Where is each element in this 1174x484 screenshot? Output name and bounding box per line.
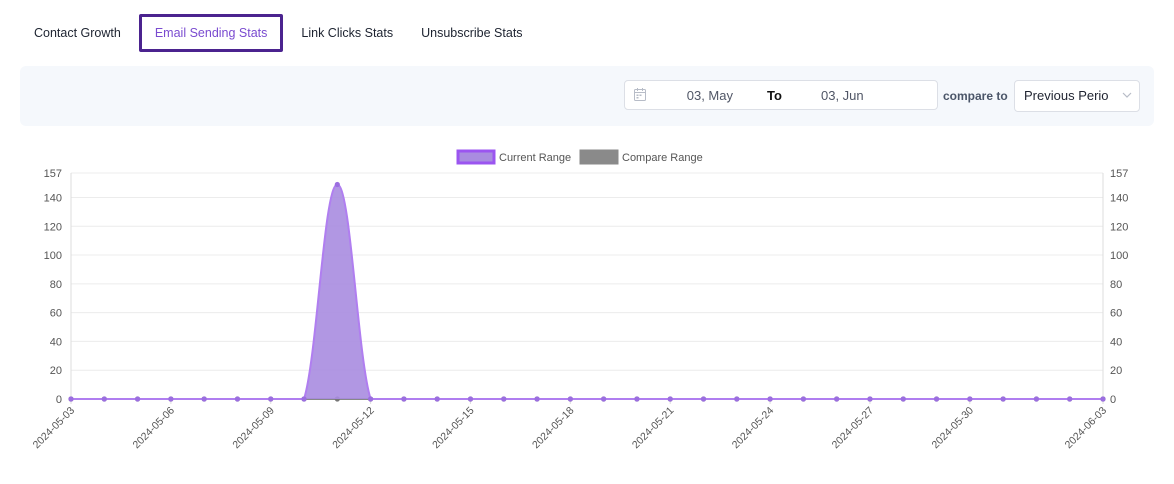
filter-bar: 03, May To 03, Jun compare to Previous P… bbox=[20, 66, 1154, 126]
series-line-current bbox=[71, 183, 1103, 400]
y-tick-label-right: 140 bbox=[1110, 192, 1128, 204]
compare-label: compare to bbox=[943, 89, 1008, 103]
legend-swatch-compare bbox=[579, 149, 619, 165]
data-point-current bbox=[1100, 396, 1106, 402]
data-point-current bbox=[467, 396, 474, 402]
chart-legend: Current Range Compare Range bbox=[456, 149, 703, 165]
tab-contact-growth[interactable]: Contact Growth bbox=[34, 26, 121, 40]
data-point-current bbox=[834, 396, 840, 402]
data-point-current bbox=[101, 396, 107, 402]
x-tick-label: 2024-05-18 bbox=[530, 405, 577, 452]
x-tick-label: 2024-05-12 bbox=[330, 405, 377, 452]
x-tick-label: 2024-05-27 bbox=[830, 405, 877, 452]
calendar-icon bbox=[634, 88, 646, 101]
y-tick-label-right: 20 bbox=[1110, 365, 1122, 377]
x-tick-label: 2024-05-21 bbox=[630, 405, 677, 452]
start-date-input[interactable]: 03, May bbox=[686, 88, 733, 103]
x-tick-label: 2024-05-03 bbox=[31, 405, 78, 452]
data-point-current bbox=[301, 396, 307, 402]
data-point-current bbox=[168, 396, 174, 402]
data-point-current bbox=[967, 396, 973, 402]
y-tick-label-left: 20 bbox=[50, 365, 62, 377]
data-point-current bbox=[900, 396, 906, 402]
data-point-current bbox=[334, 181, 340, 188]
y-tick-label-left: 0 bbox=[56, 394, 62, 406]
y-tick-label-right: 40 bbox=[1110, 336, 1122, 348]
legend-label-current: Current Range bbox=[499, 152, 571, 164]
tab-email-sending-stats[interactable]: Email Sending Stats bbox=[138, 14, 284, 52]
tab-link-clicks-stats[interactable]: Link Clicks Stats bbox=[301, 26, 394, 40]
data-point-current bbox=[1033, 396, 1040, 402]
tab-unsubscribe-stats[interactable]: Unsubscribe Stats bbox=[421, 26, 523, 40]
y-tick-label-left: 140 bbox=[44, 192, 62, 204]
legend-swatch-current bbox=[456, 149, 496, 165]
data-point-current bbox=[601, 396, 607, 402]
data-point-current bbox=[534, 396, 540, 402]
data-point-current bbox=[634, 396, 640, 402]
data-point-current bbox=[234, 396, 241, 402]
data-point-current bbox=[767, 396, 773, 402]
y-tick-label-right: 0 bbox=[1110, 394, 1116, 406]
data-point-current bbox=[501, 396, 507, 402]
data-point-current bbox=[68, 396, 74, 402]
data-point-current bbox=[1000, 396, 1006, 402]
y-tick-label-left: 120 bbox=[44, 221, 62, 233]
data-point-current bbox=[567, 396, 573, 402]
y-tick-label-right: 80 bbox=[1110, 279, 1122, 291]
y-tick-label-left: 80 bbox=[50, 279, 62, 291]
legend-label-compare: Compare Range bbox=[622, 152, 703, 164]
date-range-picker[interactable]: 03, May To 03, Jun bbox=[624, 80, 938, 110]
x-tick-label: 2024-05-30 bbox=[929, 405, 976, 452]
data-point-current bbox=[734, 396, 740, 402]
x-tick-label: 2024-05-06 bbox=[131, 405, 178, 452]
data-point-current bbox=[867, 396, 873, 402]
y-tick-label-left: 100 bbox=[44, 250, 62, 262]
y-tick-label-left: 40 bbox=[50, 336, 62, 348]
compare-period-value: Previous Perio bbox=[1024, 88, 1109, 103]
y-tick-label-right: 157 bbox=[1110, 168, 1128, 180]
data-point-current bbox=[933, 396, 940, 402]
data-point-current bbox=[401, 396, 407, 402]
y-tick-label-right: 60 bbox=[1110, 308, 1122, 320]
data-point-current bbox=[134, 396, 141, 402]
data-point-current bbox=[667, 396, 673, 402]
date-range-separator: To bbox=[767, 88, 782, 103]
data-point-current bbox=[800, 396, 806, 402]
data-point-current bbox=[201, 396, 207, 402]
data-point-current bbox=[368, 396, 374, 402]
y-tick-label-right: 100 bbox=[1110, 250, 1128, 262]
x-tick-label: 2024-06-03 bbox=[1063, 405, 1110, 452]
compare-period-select[interactable]: Previous Perio bbox=[1014, 80, 1140, 112]
x-tick-label: 2024-05-09 bbox=[230, 405, 277, 452]
y-tick-label-right: 120 bbox=[1110, 221, 1128, 233]
email-sending-chart: 0 0 20 20 40 40 60 60 80 80 100 100 120 120 140 140 157 1… bbox=[31, 149, 1128, 452]
series-area-current bbox=[71, 184, 1103, 399]
y-tick-label-left: 60 bbox=[50, 308, 62, 320]
y-tick-label-left: 157 bbox=[44, 168, 62, 180]
chevron-down-icon bbox=[1122, 92, 1132, 98]
x-tick-label: 2024-05-24 bbox=[730, 405, 777, 452]
data-point-current bbox=[1067, 396, 1073, 402]
data-point-current bbox=[700, 396, 707, 402]
end-date-input[interactable]: 03, Jun bbox=[821, 88, 864, 103]
stats-tabs: Contact Growth Email Sending Stats Link … bbox=[20, 14, 537, 52]
x-tick-label: 2024-05-15 bbox=[430, 405, 477, 452]
data-point-current bbox=[268, 396, 274, 402]
data-point-current bbox=[434, 396, 440, 402]
